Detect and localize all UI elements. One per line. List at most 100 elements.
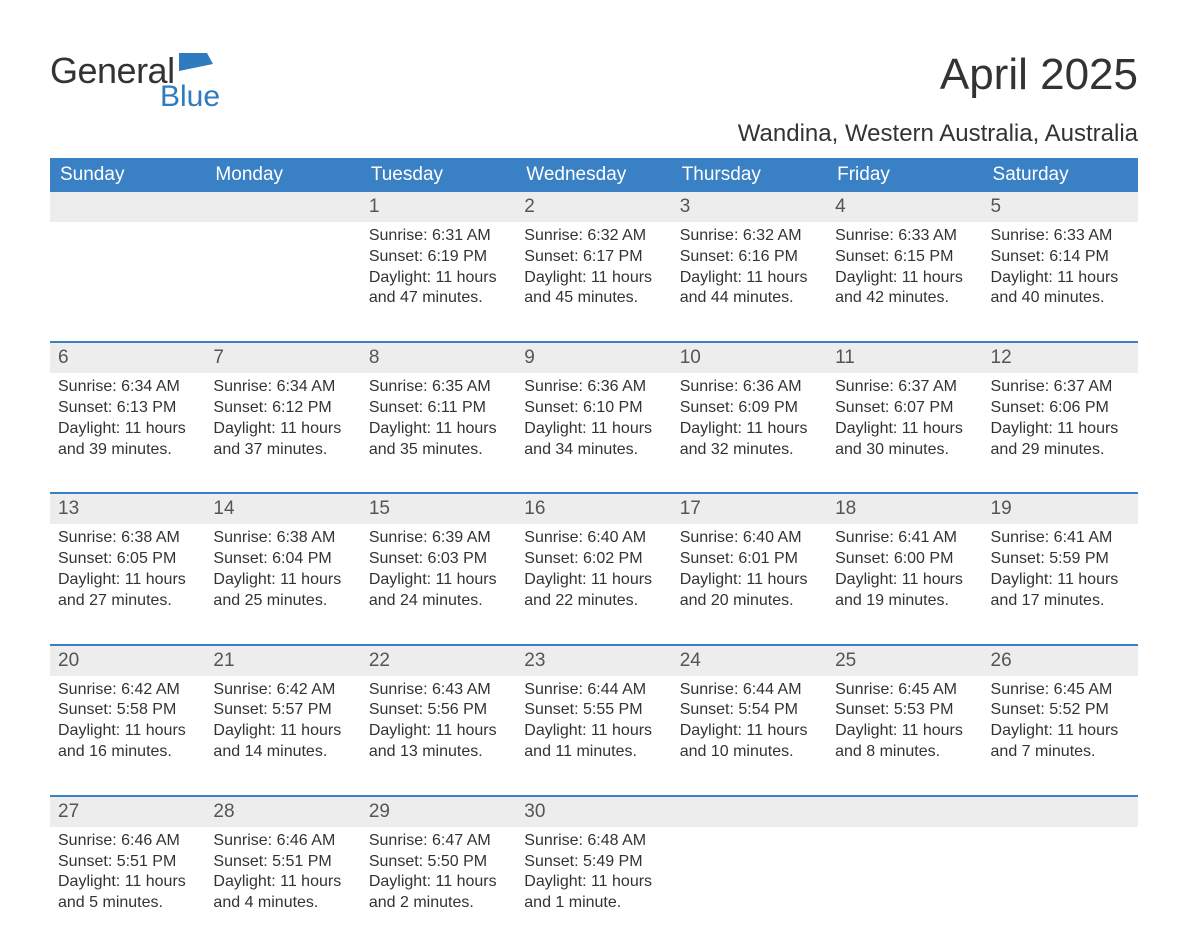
day-data-cell: Sunrise: 6:38 AMSunset: 6:05 PMDaylight:… bbox=[50, 524, 205, 643]
daylight-text: Daylight: 11 hours and 42 minutes. bbox=[835, 268, 974, 310]
location: Wandina, Western Australia, Australia bbox=[50, 120, 1138, 148]
day-number-cell: 11 bbox=[827, 343, 982, 373]
day-data-cell: Sunrise: 6:41 AMSunset: 5:59 PMDaylight:… bbox=[983, 524, 1138, 643]
day-data-cell: Sunrise: 6:33 AMSunset: 6:14 PMDaylight:… bbox=[983, 222, 1138, 341]
day-number-cell: 25 bbox=[827, 646, 982, 676]
sunset-text: Sunset: 6:10 PM bbox=[524, 398, 663, 419]
day-header: Thursday bbox=[672, 158, 827, 192]
sunrise-text: Sunrise: 6:31 AM bbox=[369, 226, 508, 247]
daylight-text: Daylight: 11 hours and 32 minutes. bbox=[680, 419, 819, 461]
day-header: Wednesday bbox=[516, 158, 671, 192]
day-data-cell: Sunrise: 6:34 AMSunset: 6:12 PMDaylight:… bbox=[205, 373, 360, 492]
sunset-text: Sunset: 6:13 PM bbox=[58, 398, 197, 419]
day-header: Sunday bbox=[50, 158, 205, 192]
sunrise-text: Sunrise: 6:40 AM bbox=[524, 528, 663, 549]
sunset-text: Sunset: 6:06 PM bbox=[991, 398, 1130, 419]
day-number-cell: 7 bbox=[205, 343, 360, 373]
sunrise-text: Sunrise: 6:45 AM bbox=[991, 680, 1130, 701]
sunset-text: Sunset: 6:15 PM bbox=[835, 247, 974, 268]
day-number-cell: 6 bbox=[50, 343, 205, 373]
day-data-cell: Sunrise: 6:41 AMSunset: 6:00 PMDaylight:… bbox=[827, 524, 982, 643]
daylight-text: Daylight: 11 hours and 2 minutes. bbox=[369, 872, 508, 914]
day-number-cell: 29 bbox=[361, 797, 516, 827]
day-number-cell: 8 bbox=[361, 343, 516, 373]
day-data-cell: Sunrise: 6:32 AMSunset: 6:17 PMDaylight:… bbox=[516, 222, 671, 341]
day-number-row: 12345 bbox=[50, 192, 1138, 222]
sunrise-text: Sunrise: 6:41 AM bbox=[835, 528, 974, 549]
daylight-text: Daylight: 11 hours and 16 minutes. bbox=[58, 721, 197, 763]
day-data-cell: Sunrise: 6:42 AMSunset: 5:58 PMDaylight:… bbox=[50, 676, 205, 795]
sunrise-text: Sunrise: 6:36 AM bbox=[680, 377, 819, 398]
sunrise-text: Sunrise: 6:33 AM bbox=[835, 226, 974, 247]
daylight-text: Daylight: 11 hours and 13 minutes. bbox=[369, 721, 508, 763]
day-data-cell: Sunrise: 6:44 AMSunset: 5:55 PMDaylight:… bbox=[516, 676, 671, 795]
day-data-cell: Sunrise: 6:46 AMSunset: 5:51 PMDaylight:… bbox=[50, 827, 205, 946]
day-number-cell: 13 bbox=[50, 494, 205, 524]
day-data-cell: Sunrise: 6:42 AMSunset: 5:57 PMDaylight:… bbox=[205, 676, 360, 795]
sunrise-text: Sunrise: 6:36 AM bbox=[524, 377, 663, 398]
sunset-text: Sunset: 5:54 PM bbox=[680, 700, 819, 721]
day-data-cell: Sunrise: 6:46 AMSunset: 5:51 PMDaylight:… bbox=[205, 827, 360, 946]
sunset-text: Sunset: 6:09 PM bbox=[680, 398, 819, 419]
day-data-cell: Sunrise: 6:45 AMSunset: 5:52 PMDaylight:… bbox=[983, 676, 1138, 795]
day-data-cell bbox=[50, 222, 205, 341]
day-data-cell: Sunrise: 6:31 AMSunset: 6:19 PMDaylight:… bbox=[361, 222, 516, 341]
daylight-text: Daylight: 11 hours and 27 minutes. bbox=[58, 570, 197, 612]
daylight-text: Daylight: 11 hours and 22 minutes. bbox=[524, 570, 663, 612]
sunset-text: Sunset: 5:59 PM bbox=[991, 549, 1130, 570]
day-number-cell bbox=[672, 797, 827, 827]
sunset-text: Sunset: 5:51 PM bbox=[58, 852, 197, 873]
day-header: Saturday bbox=[983, 158, 1138, 192]
title-block: April 2025 bbox=[940, 50, 1138, 100]
sunrise-text: Sunrise: 6:33 AM bbox=[991, 226, 1130, 247]
day-data-cell: Sunrise: 6:33 AMSunset: 6:15 PMDaylight:… bbox=[827, 222, 982, 341]
sunset-text: Sunset: 5:57 PM bbox=[213, 700, 352, 721]
daylight-text: Daylight: 11 hours and 1 minute. bbox=[524, 872, 663, 914]
day-data-cell: Sunrise: 6:38 AMSunset: 6:04 PMDaylight:… bbox=[205, 524, 360, 643]
sunrise-text: Sunrise: 6:46 AM bbox=[58, 831, 197, 852]
sunset-text: Sunset: 6:19 PM bbox=[369, 247, 508, 268]
daylight-text: Daylight: 11 hours and 5 minutes. bbox=[58, 872, 197, 914]
day-data-cell: Sunrise: 6:36 AMSunset: 6:09 PMDaylight:… bbox=[672, 373, 827, 492]
day-number-cell: 30 bbox=[516, 797, 671, 827]
day-number-cell: 23 bbox=[516, 646, 671, 676]
sunset-text: Sunset: 6:05 PM bbox=[58, 549, 197, 570]
calendar-body: 12345Sunrise: 6:31 AMSunset: 6:19 PMDayl… bbox=[50, 192, 1138, 946]
day-number-cell: 28 bbox=[205, 797, 360, 827]
daylight-text: Daylight: 11 hours and 47 minutes. bbox=[369, 268, 508, 310]
daylight-text: Daylight: 11 hours and 20 minutes. bbox=[680, 570, 819, 612]
sunset-text: Sunset: 6:02 PM bbox=[524, 549, 663, 570]
day-number-cell: 15 bbox=[361, 494, 516, 524]
sunrise-text: Sunrise: 6:32 AM bbox=[680, 226, 819, 247]
day-header: Tuesday bbox=[361, 158, 516, 192]
daylight-text: Daylight: 11 hours and 34 minutes. bbox=[524, 419, 663, 461]
logo-word-general: General bbox=[50, 50, 175, 92]
sunset-text: Sunset: 6:11 PM bbox=[369, 398, 508, 419]
day-data-row: Sunrise: 6:46 AMSunset: 5:51 PMDaylight:… bbox=[50, 827, 1138, 946]
sunrise-text: Sunrise: 6:40 AM bbox=[680, 528, 819, 549]
day-number-cell: 10 bbox=[672, 343, 827, 373]
day-data-cell bbox=[983, 827, 1138, 946]
day-header-row: SundayMondayTuesdayWednesdayThursdayFrid… bbox=[50, 158, 1138, 192]
day-number-cell: 26 bbox=[983, 646, 1138, 676]
day-data-cell: Sunrise: 6:40 AMSunset: 6:02 PMDaylight:… bbox=[516, 524, 671, 643]
calendar-table: SundayMondayTuesdayWednesdayThursdayFrid… bbox=[50, 158, 1138, 946]
sunset-text: Sunset: 5:51 PM bbox=[213, 852, 352, 873]
day-data-row: Sunrise: 6:34 AM Sunset: 6:13 PM Daylight:… bbox=[50, 373, 1138, 492]
daylight-text: Daylight: 11 hours and 25 minutes. bbox=[213, 570, 352, 612]
day-data-cell: Sunrise: 6:35 AMSunset: 6:11 PMDaylight:… bbox=[361, 373, 516, 492]
day-number-cell: 4 bbox=[827, 192, 982, 222]
day-number-row: 27282930 bbox=[50, 797, 1138, 827]
daylight-text: Daylight: 11 hours and 17 minutes. bbox=[991, 570, 1130, 612]
day-data-cell bbox=[827, 827, 982, 946]
day-number-cell: 27 bbox=[50, 797, 205, 827]
sunset-text: Sunset: 5:53 PM bbox=[835, 700, 974, 721]
sunrise-text: Sunrise: 6:34 AM bbox=[213, 377, 352, 398]
daylight-text: Daylight: 11 hours and 37 minutes. bbox=[213, 419, 352, 461]
sunset-text: Sunset: 6:01 PM bbox=[680, 549, 819, 570]
day-data-cell: Sunrise: 6:44 AMSunset: 5:54 PMDaylight:… bbox=[672, 676, 827, 795]
sunrise-text: Sunrise: 6:45 AM bbox=[835, 680, 974, 701]
day-data-cell: Sunrise: 6:32 AMSunset: 6:16 PMDaylight:… bbox=[672, 222, 827, 341]
day-number-row: 6789101112 bbox=[50, 343, 1138, 373]
sunrise-text: Sunrise: 6:38 AM bbox=[213, 528, 352, 549]
